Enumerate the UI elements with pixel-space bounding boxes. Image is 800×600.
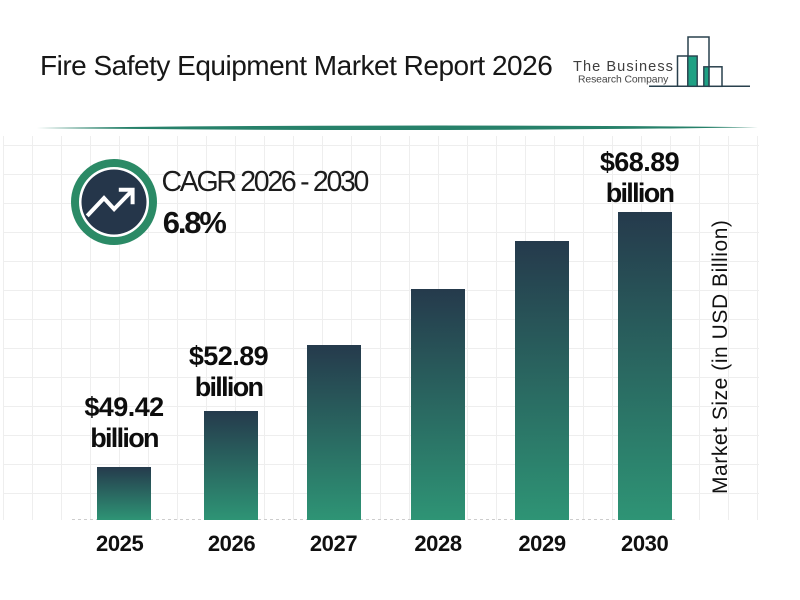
svg-text:Research Company: Research Company [578,75,669,86]
svg-text:The Business: The Business [573,59,674,75]
